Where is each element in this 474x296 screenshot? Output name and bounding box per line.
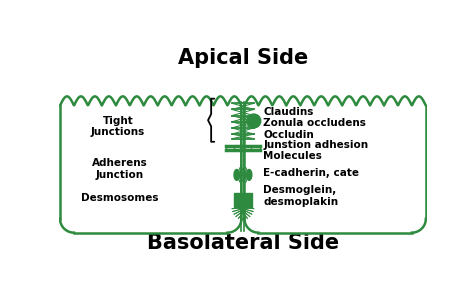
- Bar: [243, 193, 252, 207]
- Text: Desmosomes: Desmosomes: [81, 194, 159, 203]
- Text: E-cadherin, cate: E-cadherin, cate: [263, 168, 359, 178]
- Text: Basolateral Side: Basolateral Side: [147, 233, 339, 253]
- Text: Claudins
Zonula occludens
Occludin: Claudins Zonula occludens Occludin: [263, 107, 366, 140]
- Ellipse shape: [246, 170, 252, 180]
- Circle shape: [247, 114, 261, 128]
- Bar: [234, 193, 243, 207]
- Text: Junstion adhesion
Molecules: Junstion adhesion Molecules: [263, 140, 368, 161]
- Text: Tight
Junctions: Tight Junctions: [91, 116, 145, 137]
- Text: Apical Side: Apical Side: [178, 48, 308, 68]
- Ellipse shape: [234, 170, 239, 180]
- Text: Adherens
Junction: Adherens Junction: [92, 158, 148, 180]
- Text: Desmoglein,
desmoplakin: Desmoglein, desmoplakin: [263, 185, 338, 207]
